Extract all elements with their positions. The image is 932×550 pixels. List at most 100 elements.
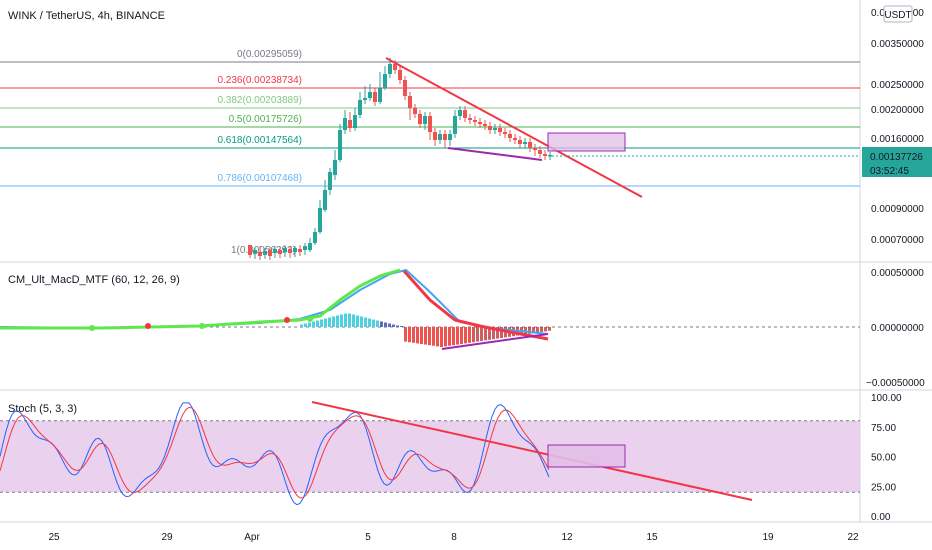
macd-histogram-bar [392, 324, 395, 327]
stoch-target-box [547, 444, 626, 468]
macd-cross-dot [199, 323, 205, 329]
time-axis-tick: 8 [451, 532, 457, 543]
last-price-value: 0.00137726 [870, 152, 923, 163]
candle [513, 138, 517, 140]
macd-histogram-bar [372, 319, 375, 327]
candle [423, 116, 427, 124]
stoch-axis-tick: 75.00 [871, 423, 896, 434]
candle [493, 128, 497, 130]
candle [333, 160, 337, 175]
fib-level-label: 0.382(0.00203889) [217, 95, 302, 106]
candle [398, 70, 402, 80]
macd-histogram-bar [448, 327, 451, 346]
target-box [547, 132, 626, 152]
macd-histogram-bar [424, 327, 427, 345]
price-divergence-line [447, 147, 543, 161]
candle [258, 252, 262, 256]
macd-axis-tick: −0.00050000 [866, 378, 925, 389]
candle [503, 132, 507, 134]
candle [343, 118, 347, 130]
candle [363, 98, 367, 100]
candle [488, 126, 492, 130]
main-chart-title: WINK / TetherUS, 4h, BINANCE [8, 10, 165, 22]
candle [353, 115, 357, 128]
candle [273, 249, 277, 253]
macd-histogram-bar [492, 327, 495, 340]
candle [383, 74, 387, 88]
macd-histogram-bar [380, 321, 383, 327]
candle [388, 64, 392, 74]
currency-badge [883, 5, 913, 23]
time-axis-tick: 25 [48, 532, 60, 543]
candle [393, 64, 397, 70]
macd-histogram-bar [464, 327, 467, 344]
price-axis-tick: 0.00090000 [871, 204, 924, 215]
candle [413, 108, 417, 114]
candle [253, 250, 257, 254]
price-axis-tick: 0.00350000 [871, 39, 924, 50]
macd-histogram-bar [368, 318, 371, 327]
candle [288, 249, 292, 253]
fib-level-label: 0.236(0.00238734) [217, 75, 302, 86]
macd-histogram-bar [384, 322, 387, 327]
macd-histogram-bar [500, 327, 503, 338]
macd-histogram-bar [340, 314, 343, 327]
macd-histogram-bar [544, 327, 547, 332]
macd-histogram-bar [496, 327, 499, 339]
stoch-axis-tick: 100.00 [871, 393, 902, 404]
macd-histogram-bar [452, 327, 455, 346]
macd-histogram-bar [352, 314, 355, 327]
candle [403, 80, 407, 96]
candle [278, 250, 282, 254]
candle [408, 96, 412, 108]
macd-histogram-bar [332, 316, 335, 327]
candle [318, 208, 322, 232]
candle [518, 140, 522, 144]
candle [313, 232, 317, 243]
macd-histogram-bar [480, 327, 483, 341]
price-trendline [385, 57, 643, 198]
candle [543, 154, 547, 156]
candle [448, 134, 452, 140]
candle [338, 130, 342, 160]
candle [328, 172, 332, 190]
candle [298, 249, 302, 252]
macd-histogram-bar [396, 325, 399, 327]
candle [548, 155, 552, 157]
candle [283, 248, 287, 252]
candle [453, 116, 457, 134]
candle [323, 190, 327, 210]
macd-histogram-bar [432, 327, 435, 346]
candle [433, 132, 437, 140]
macd-histogram-bar [548, 327, 551, 331]
time-axis-tick: 19 [762, 532, 774, 543]
macd-histogram-bar [360, 316, 363, 327]
candle [523, 142, 527, 144]
macd-histogram-bar [488, 327, 491, 340]
macd-histogram-bar [348, 313, 351, 327]
candle [303, 246, 307, 250]
macd-histogram-bar [356, 315, 359, 327]
candle [478, 122, 482, 124]
macd-histogram-bar [540, 327, 543, 332]
macd-cross-dot [145, 323, 151, 329]
macd-title: CM_Ult_MacD_MTF (60, 12, 26, 9) [8, 274, 180, 286]
macd-histogram-bar [440, 327, 443, 347]
fib-level-label: 0(0.00295059) [237, 49, 302, 60]
candle [378, 88, 382, 102]
time-axis-tick: 29 [161, 532, 173, 543]
countdown-value: 03:52:45 [870, 166, 909, 177]
price-axis-tick: 0.00200000 [871, 105, 924, 116]
macd-histogram-bar [328, 317, 331, 327]
price-axis-panel [860, 0, 932, 550]
candle [438, 134, 442, 140]
candle [508, 134, 512, 138]
macd-histogram-bar [376, 320, 379, 327]
macd-axis-tick: 0.00050000 [871, 268, 924, 279]
macd-histogram-bar [304, 323, 307, 327]
last-price-badge [862, 147, 932, 177]
candle [358, 100, 362, 115]
macd-histogram-bar [444, 327, 447, 347]
candle [483, 124, 487, 126]
